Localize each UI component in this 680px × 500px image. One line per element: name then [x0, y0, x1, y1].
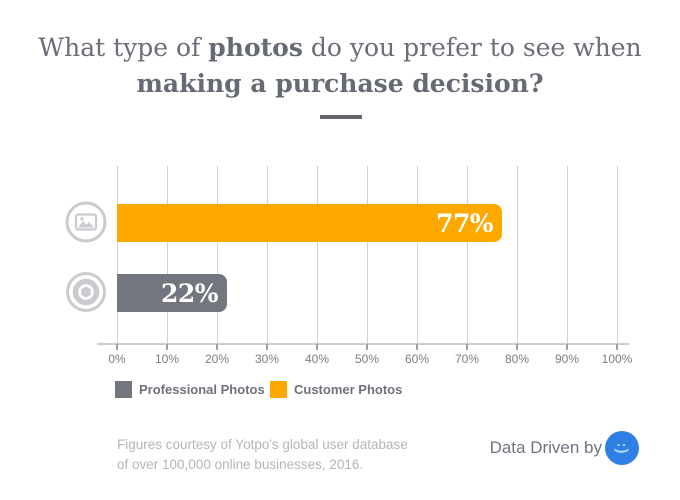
- gridline: [117, 166, 118, 344]
- title-line2: making a purchase decision?: [136, 69, 544, 98]
- x-axis-tick-label: 50%: [354, 352, 380, 366]
- x-axis-tick-label: 60%: [404, 352, 430, 366]
- gridline: [517, 166, 518, 344]
- x-axis-tick: [266, 344, 268, 350]
- data-driven-credit: Data Driven by: [489, 438, 602, 457]
- legend-swatch: [115, 381, 132, 398]
- x-axis-tick: [466, 344, 468, 350]
- x-axis-line: [97, 343, 629, 345]
- x-axis-tick: [316, 344, 318, 350]
- bar-value-label: 22%: [160, 278, 219, 308]
- attribution-line1: Figures courtesy of Yotpo's global user …: [117, 437, 408, 452]
- x-axis-tick-label: 10%: [154, 352, 180, 366]
- title-line1-suffix: do you prefer to see when: [302, 33, 642, 62]
- x-axis-tick-label: 30%: [254, 352, 280, 366]
- gridline: [317, 166, 318, 344]
- plot-area: 77% 22%: [117, 166, 618, 344]
- bar-customer-photos: 77%: [117, 204, 502, 242]
- title-line1-bold: photos: [208, 33, 303, 62]
- title-line1-prefix: What type of: [38, 33, 209, 62]
- x-axis-tick-label: 20%: [204, 352, 230, 366]
- attribution-line2: of over 100,000 online businesses, 2016.: [117, 456, 364, 472]
- legend-label: Customer Photos: [294, 382, 403, 397]
- gridline: [267, 166, 268, 344]
- chart-title: What type of photos do you prefer to see…: [0, 30, 680, 102]
- x-axis-tick: [166, 344, 168, 350]
- x-axis-tick: [616, 344, 618, 350]
- gridline: [417, 166, 418, 344]
- title-divider: [320, 115, 362, 119]
- gridline: [467, 166, 468, 344]
- gridline: [167, 166, 168, 344]
- x-axis-tick-label: 100%: [601, 352, 633, 366]
- x-axis-tick: [516, 344, 518, 350]
- gridline: [367, 166, 368, 344]
- x-axis-tick-label: 90%: [554, 352, 580, 366]
- gridline: [567, 166, 568, 344]
- photo-image-icon: [64, 200, 108, 244]
- camera-lens-icon: [64, 270, 108, 314]
- legend-item-customer-photos: Customer Photos: [270, 381, 402, 398]
- legend-label: Professional Photos: [139, 382, 265, 397]
- x-axis-tick: [416, 344, 418, 350]
- x-axis-tick: [566, 344, 568, 350]
- x-axis-tick: [216, 344, 218, 350]
- x-axis-tick-label: 40%: [304, 352, 330, 366]
- bar-value-label: 77%: [435, 208, 494, 238]
- legend-item-professional-photos: Professional Photos: [115, 381, 265, 398]
- x-axis-tick-label: 0%: [108, 352, 126, 366]
- gridline: [217, 166, 218, 344]
- legend-swatch: [270, 381, 287, 398]
- x-axis-tick-label: 80%: [504, 352, 530, 366]
- attribution-text: Figures courtesy of Yotpo's global user …: [117, 435, 408, 474]
- yotpo-logo: :): [605, 431, 639, 465]
- gridline: [617, 166, 618, 344]
- x-axis-tick-label: 70%: [454, 352, 480, 366]
- yotpo-smiley-icon: :): [613, 442, 631, 454]
- x-axis-tick: [116, 344, 118, 350]
- x-axis-tick: [366, 344, 368, 350]
- bar-professional-photos: 22%: [117, 274, 227, 312]
